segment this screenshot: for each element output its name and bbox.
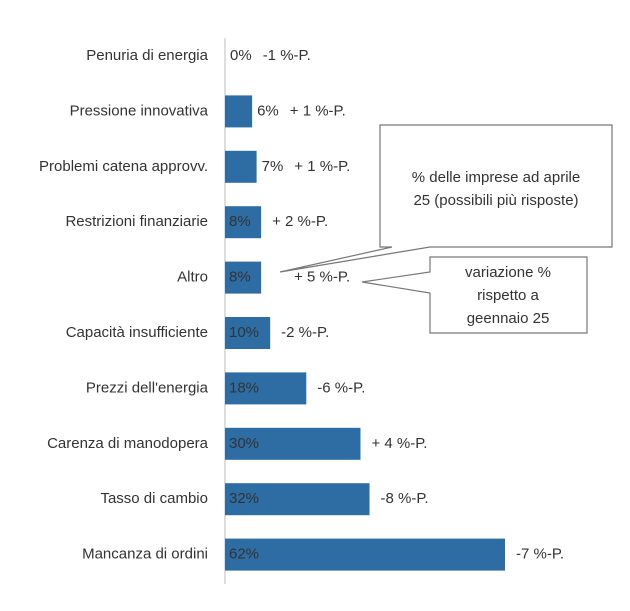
bar — [225, 206, 262, 239]
change-label: + 2 %-P. — [272, 213, 328, 230]
change-label: -7 %-P. — [516, 546, 564, 563]
value-label: 8% — [229, 269, 251, 286]
category-label: Penuria di energia — [86, 47, 208, 64]
category-label: Altro — [177, 269, 208, 286]
bar — [225, 427, 361, 460]
bar — [225, 483, 370, 516]
callout-1: % delle imprese ad aprile 25 (possibili … — [279, 124, 613, 273]
callout-text: % delle imprese ad aprile — [412, 169, 580, 186]
change-label: -1 %-P. — [263, 47, 311, 64]
callout-box — [279, 124, 613, 273]
change-label: -2 %-P. — [281, 324, 329, 341]
value-label: 7% — [262, 158, 284, 175]
value-label: 8% — [229, 213, 251, 230]
change-label: + 1 %-P. — [290, 102, 346, 119]
category-label: Restrizioni finanziarie — [65, 213, 208, 230]
category-label: Carenza di manodopera — [47, 435, 209, 452]
callout-box — [361, 256, 588, 334]
bar — [225, 538, 505, 571]
category-label: Pressione innovativa — [70, 102, 209, 119]
callout-2: variazione % rispetto a geennaio 25 — [361, 256, 588, 334]
value-label: 18% — [229, 379, 259, 396]
category-label: Prezzi dell'energia — [86, 379, 209, 396]
category-label: Capacità insufficiente — [66, 324, 208, 341]
change-label: + 4 %-P. — [371, 435, 427, 452]
category-label: Mancanza di ordini — [82, 546, 208, 563]
bar — [225, 261, 262, 294]
value-label: 32% — [229, 490, 259, 507]
change-label: -6 %-P. — [317, 379, 365, 396]
value-label: 6% — [257, 102, 279, 119]
change-label: + 1 %-P. — [294, 158, 350, 175]
change-label: + 5 %-P. — [294, 269, 350, 286]
bar — [225, 95, 253, 128]
bar — [225, 150, 257, 183]
change-label: -8 %-P. — [381, 490, 429, 507]
bar — [225, 317, 271, 349]
callout-text: 25 (possibili più risposte) — [413, 192, 578, 209]
value-label: 62% — [229, 546, 259, 563]
category-label: Tasso di cambio — [100, 490, 208, 507]
callout-text: geennaio 25 — [467, 310, 550, 327]
callout-text: variazione % — [465, 264, 551, 281]
bar — [225, 372, 307, 405]
value-label: 10% — [229, 324, 259, 341]
value-label: 0% — [230, 47, 252, 64]
category-label: Problemi catena approvv. — [39, 158, 208, 175]
value-label: 30% — [229, 435, 259, 452]
callout-text: rispetto a — [477, 287, 539, 304]
